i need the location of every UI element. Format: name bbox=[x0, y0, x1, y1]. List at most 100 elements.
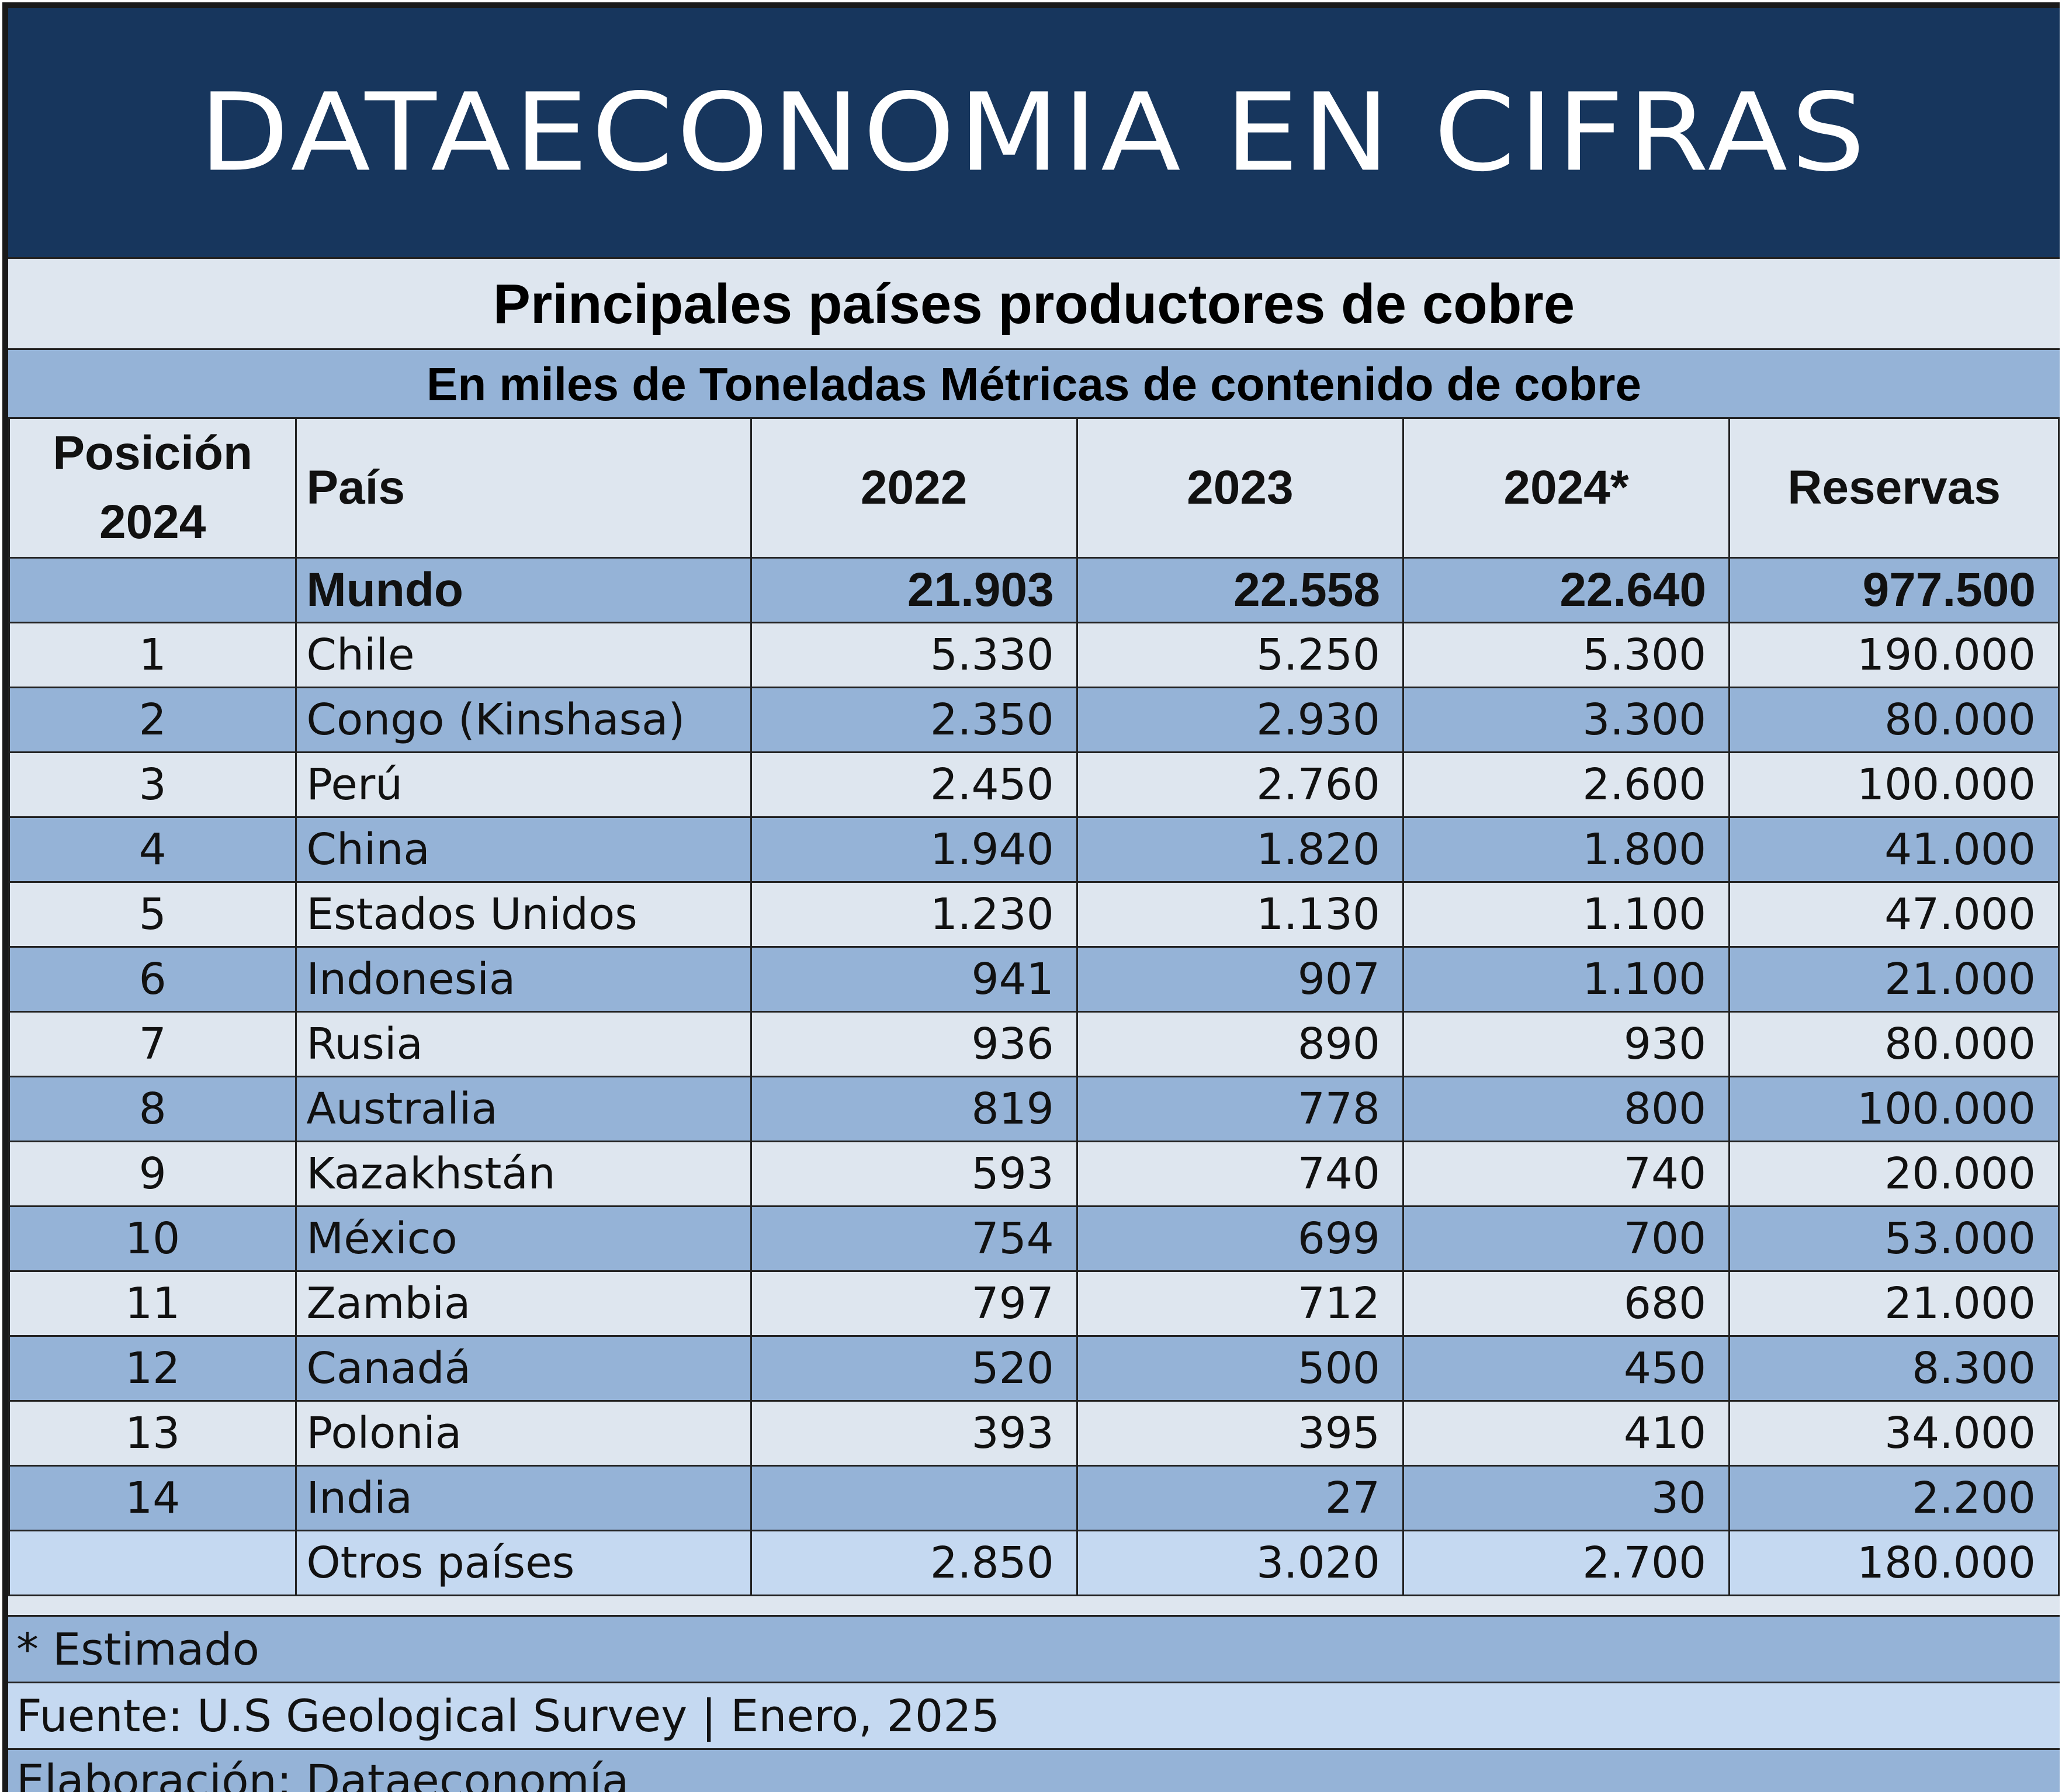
table-row: 14 India 27 30 2.200 bbox=[8, 1465, 2060, 1531]
cell-value-2023: 3.020 bbox=[1076, 1530, 1404, 1596]
cell-country: Estados Unidos bbox=[295, 881, 752, 948]
header-position: Posición 2024 bbox=[8, 417, 297, 559]
table-row: 10 México 754 699 700 53.000 bbox=[8, 1205, 2060, 1272]
cell-value-2024: 800 bbox=[1402, 1076, 1731, 1142]
cell-position: 14 bbox=[8, 1465, 297, 1531]
cell-value-2022: 520 bbox=[750, 1335, 1078, 1402]
footnote-text: * Estimado bbox=[16, 1623, 260, 1675]
header-row: Posición 2024 País 2022 2023 2024* Reser… bbox=[8, 417, 2060, 559]
cell-value-2022: 2.850 bbox=[750, 1530, 1078, 1596]
cell-value-2023: 1.820 bbox=[1076, 816, 1404, 883]
table-body: Mundo 21.903 22.558 22.640 977.500 1 Chil… bbox=[8, 557, 2060, 1596]
cell-value-2023: 699 bbox=[1076, 1205, 1404, 1272]
cell-value-2023: 740 bbox=[1076, 1141, 1404, 1207]
table-subtitle: En miles de Toneladas Métricas de conten… bbox=[8, 348, 2060, 419]
table-row: 2 Congo (Kinshasa) 2.350 2.930 3.300 80.000 bbox=[8, 687, 2060, 753]
cell-value-2024: 700 bbox=[1402, 1205, 1731, 1272]
cell-value-2023: 395 bbox=[1076, 1400, 1404, 1467]
copper-production-table: Posición 2024 País 2022 2023 2024* Reser… bbox=[8, 417, 2060, 1596]
table-row: 1 Chile 5.330 5.250 5.300 190.000 bbox=[8, 622, 2060, 688]
cell-reserves: 21.000 bbox=[1728, 946, 2060, 1013]
cell-value-2023: 27 bbox=[1076, 1465, 1404, 1531]
cell-reserves: 80.000 bbox=[1728, 1011, 2060, 1077]
cell-position bbox=[8, 1530, 297, 1596]
others-row: Otros países 2.850 3.020 2.700 180.000 bbox=[8, 1530, 2060, 1596]
table-title-text: Principales países productores de cobre bbox=[493, 273, 1575, 335]
cell-country: Otros países bbox=[295, 1530, 752, 1596]
cell-country: China bbox=[295, 816, 752, 883]
cell-position: 1 bbox=[8, 622, 297, 688]
cell-reserves: 21.000 bbox=[1728, 1270, 2060, 1337]
table-subtitle-text: En miles de Toneladas Métricas de conten… bbox=[426, 358, 1642, 410]
world-label: Mundo bbox=[295, 557, 752, 623]
cell-value-2023: 5.250 bbox=[1076, 622, 1404, 688]
cell-country: Chile bbox=[295, 622, 752, 688]
cell-value-2022: 819 bbox=[750, 1076, 1078, 1142]
cell-country: Canadá bbox=[295, 1335, 752, 1402]
table-row: 13 Polonia 393 395 410 34.000 bbox=[8, 1400, 2060, 1467]
cell-position: 4 bbox=[8, 816, 297, 883]
header-2023: 2023 bbox=[1076, 417, 1404, 559]
cell-value-2023: 1.130 bbox=[1076, 881, 1404, 948]
table-row: 11 Zambia 797 712 680 21.000 bbox=[8, 1270, 2060, 1337]
source-text: Fuente: U.S Geological Survey | Enero, 2… bbox=[16, 1690, 1000, 1742]
world-position bbox=[8, 557, 297, 623]
cell-reserves: 100.000 bbox=[1728, 751, 2060, 818]
cell-value-2024: 1.800 bbox=[1402, 816, 1731, 883]
cell-reserves: 8.300 bbox=[1728, 1335, 2060, 1402]
cell-value-2024: 450 bbox=[1402, 1335, 1731, 1402]
table-row: 6 Indonesia 941 907 1.100 21.000 bbox=[8, 946, 2060, 1013]
cell-value-2024: 2.700 bbox=[1402, 1530, 1731, 1596]
table-row: 5 Estados Unidos 1.230 1.130 1.100 47.000 bbox=[8, 881, 2060, 948]
cell-position: 5 bbox=[8, 881, 297, 948]
cell-value-2024: 410 bbox=[1402, 1400, 1731, 1467]
cell-reserves: 34.000 bbox=[1728, 1400, 2060, 1467]
cell-position: 12 bbox=[8, 1335, 297, 1402]
cell-reserves: 2.200 bbox=[1728, 1465, 2060, 1531]
cell-position: 7 bbox=[8, 1011, 297, 1077]
credit-line: Elaboración: Dataeconomía bbox=[8, 1748, 2060, 1792]
cell-value-2022: 2.450 bbox=[750, 751, 1078, 818]
table-row: 12 Canadá 520 500 450 8.300 bbox=[8, 1335, 2060, 1402]
cell-position: 2 bbox=[8, 687, 297, 753]
banner-title: DATAECONOMIA EN CIFRAS bbox=[199, 70, 1869, 196]
cell-value-2022: 1.940 bbox=[750, 816, 1078, 883]
world-2022: 21.903 bbox=[750, 557, 1078, 623]
cell-value-2022: 1.230 bbox=[750, 881, 1078, 948]
source-line: Fuente: U.S Geological Survey | Enero, 2… bbox=[8, 1682, 2060, 1748]
cell-position: 3 bbox=[8, 751, 297, 818]
cell-reserves: 53.000 bbox=[1728, 1205, 2060, 1272]
cell-value-2024: 930 bbox=[1402, 1011, 1731, 1077]
cell-value-2024: 3.300 bbox=[1402, 687, 1731, 753]
header-country: País bbox=[295, 417, 752, 559]
world-row: Mundo 21.903 22.558 22.640 977.500 bbox=[8, 557, 2060, 623]
cell-value-2022 bbox=[750, 1465, 1078, 1531]
cell-reserves: 100.000 bbox=[1728, 1076, 2060, 1142]
header-position-line1: Posición bbox=[53, 427, 253, 480]
table-title: Principales países productores de cobre bbox=[8, 257, 2060, 350]
cell-value-2023: 2.760 bbox=[1076, 751, 1404, 818]
cell-value-2022: 593 bbox=[750, 1141, 1078, 1207]
cell-country: Congo (Kinshasa) bbox=[295, 687, 752, 753]
cell-position: 11 bbox=[8, 1270, 297, 1337]
cell-value-2024: 1.100 bbox=[1402, 946, 1731, 1013]
table-row: 8 Australia 819 778 800 100.000 bbox=[8, 1076, 2060, 1142]
cell-position: 10 bbox=[8, 1205, 297, 1272]
cell-country: Indonesia bbox=[295, 946, 752, 1013]
cell-value-2024: 2.600 bbox=[1402, 751, 1731, 818]
header-2022: 2022 bbox=[750, 417, 1078, 559]
cell-value-2022: 941 bbox=[750, 946, 1078, 1013]
world-2023: 22.558 bbox=[1076, 557, 1404, 623]
cell-country: India bbox=[295, 1465, 752, 1531]
footnote-estimated: * Estimado bbox=[8, 1615, 2060, 1682]
cell-value-2022: 797 bbox=[750, 1270, 1078, 1337]
cell-reserves: 180.000 bbox=[1728, 1530, 2060, 1596]
world-reserves: 977.500 bbox=[1728, 557, 2060, 623]
cell-position: 13 bbox=[8, 1400, 297, 1467]
cell-country: Perú bbox=[295, 751, 752, 818]
cell-value-2023: 907 bbox=[1076, 946, 1404, 1013]
header-position-line2: 2024 bbox=[99, 495, 206, 549]
cell-country: México bbox=[295, 1205, 752, 1272]
cell-value-2023: 778 bbox=[1076, 1076, 1404, 1142]
